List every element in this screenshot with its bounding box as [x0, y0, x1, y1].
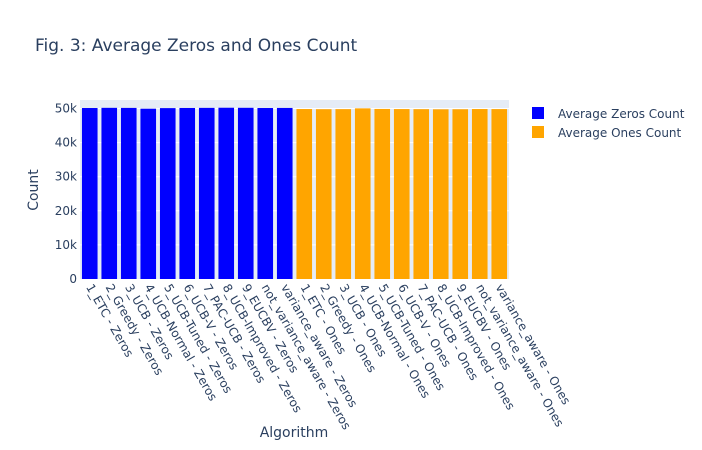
bar [432, 109, 449, 279]
legend-label: Average Zeros Count [558, 107, 685, 121]
bar [198, 107, 215, 279]
bar [257, 108, 274, 279]
y-tick-label: 20k [55, 204, 77, 218]
bar [159, 108, 176, 279]
y-axis-label: Count [26, 169, 42, 211]
bar [179, 107, 196, 279]
bars [81, 107, 508, 280]
bar [335, 109, 352, 279]
legend-swatch [532, 126, 544, 138]
bar [374, 108, 391, 279]
bar [393, 109, 410, 279]
bar [120, 107, 137, 279]
chart-title: Fig. 3: Average Zeros and Ones Count [35, 36, 357, 56]
y-tick-label: 10k [55, 238, 77, 252]
legend-swatch [532, 107, 544, 119]
bar [452, 109, 469, 279]
bar [218, 107, 235, 279]
bar [413, 109, 430, 279]
y-tick-labels: 0 10k 20k 30k 40k 50k [55, 102, 77, 286]
y-tick-label: 0 [69, 272, 77, 286]
bar [140, 108, 157, 280]
bar [101, 107, 118, 279]
x-axis-label: Algorithm [260, 425, 329, 441]
bar [491, 109, 508, 280]
bar [471, 109, 488, 279]
y-tick-label: 30k [55, 170, 77, 184]
legend: Average Zeros Count Average Ones Count [532, 107, 685, 140]
bar [276, 107, 293, 280]
y-tick-label: 50k [55, 102, 77, 116]
bar [315, 109, 332, 279]
bar [81, 108, 98, 279]
bar [354, 108, 371, 279]
y-tick-label: 40k [55, 136, 77, 150]
bar [296, 109, 313, 279]
bar [237, 107, 254, 280]
legend-label: Average Ones Count [558, 126, 682, 140]
